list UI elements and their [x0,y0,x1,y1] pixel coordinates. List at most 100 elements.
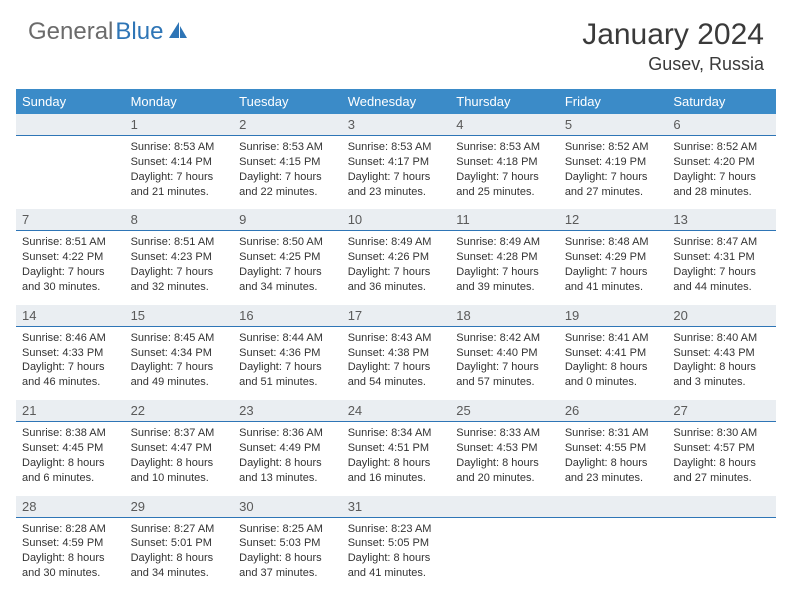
date-cell: 25 [450,400,559,422]
dl2-line: and 22 minutes. [239,185,336,200]
sunrise-line: Sunrise: 8:43 AM [348,331,445,346]
dl2-line: and 39 minutes. [456,280,553,295]
location-label: Gusev, Russia [582,54,764,75]
sunset-line: Sunset: 4:15 PM [239,155,336,170]
dl1-line: Daylight: 7 hours [673,170,770,185]
dl1-line: Daylight: 7 hours [131,170,228,185]
sunset-line: Sunset: 4:18 PM [456,155,553,170]
info-cell: Sunrise: 8:50 AMSunset: 4:25 PMDaylight:… [233,231,342,305]
info-cell: Sunrise: 8:38 AMSunset: 4:45 PMDaylight:… [16,422,125,496]
dl1-line: Daylight: 7 hours [131,360,228,375]
dl2-line: and 30 minutes. [22,566,119,581]
dl2-line: and 34 minutes. [239,280,336,295]
day-header: Saturday [667,89,776,114]
dl1-line: Daylight: 7 hours [348,170,445,185]
dl1-line: Daylight: 8 hours [239,456,336,471]
dl1-line: Daylight: 8 hours [131,551,228,566]
info-cell [559,517,668,591]
sunset-line: Sunset: 4:49 PM [239,441,336,456]
sunset-line: Sunset: 5:05 PM [348,536,445,551]
dl1-line: Daylight: 8 hours [131,456,228,471]
sunrise-line: Sunrise: 8:48 AM [565,235,662,250]
sunrise-line: Sunrise: 8:53 AM [131,140,228,155]
sunrise-line: Sunrise: 8:42 AM [456,331,553,346]
info-cell: Sunrise: 8:36 AMSunset: 4:49 PMDaylight:… [233,422,342,496]
brand-part1: General [28,18,113,46]
date-cell [450,496,559,518]
date-cell: 7 [16,209,125,231]
info-cell: Sunrise: 8:49 AMSunset: 4:26 PMDaylight:… [342,231,451,305]
dl1-line: Daylight: 8 hours [348,551,445,566]
dl2-line: and 36 minutes. [348,280,445,295]
info-cell: Sunrise: 8:25 AMSunset: 5:03 PMDaylight:… [233,517,342,591]
month-title: January 2024 [582,18,764,52]
dl1-line: Daylight: 7 hours [22,265,119,280]
dl1-line: Daylight: 7 hours [239,170,336,185]
date-cell: 8 [125,209,234,231]
dl1-line: Daylight: 7 hours [22,360,119,375]
date-cell: 4 [450,114,559,136]
info-row: Sunrise: 8:28 AMSunset: 4:59 PMDaylight:… [16,517,776,591]
date-cell: 5 [559,114,668,136]
dl2-line: and 32 minutes. [131,280,228,295]
dl1-line: Daylight: 8 hours [565,456,662,471]
sunset-line: Sunset: 4:22 PM [22,250,119,265]
dl1-line: Daylight: 7 hours [456,265,553,280]
calendar-table: SundayMondayTuesdayWednesdayThursdayFrid… [16,89,776,591]
sunrise-line: Sunrise: 8:34 AM [348,426,445,441]
sunset-line: Sunset: 4:57 PM [673,441,770,456]
dl2-line: and 0 minutes. [565,375,662,390]
dl1-line: Daylight: 7 hours [348,265,445,280]
dl2-line: and 49 minutes. [131,375,228,390]
dl1-line: Daylight: 7 hours [348,360,445,375]
info-cell [667,517,776,591]
info-cell: Sunrise: 8:44 AMSunset: 4:36 PMDaylight:… [233,326,342,400]
date-row: 14151617181920 [16,305,776,327]
sunrise-line: Sunrise: 8:41 AM [565,331,662,346]
sunset-line: Sunset: 4:17 PM [348,155,445,170]
sunrise-line: Sunrise: 8:38 AM [22,426,119,441]
date-cell: 27 [667,400,776,422]
date-cell: 22 [125,400,234,422]
info-cell: Sunrise: 8:53 AMSunset: 4:15 PMDaylight:… [233,136,342,210]
date-cell: 20 [667,305,776,327]
sunset-line: Sunset: 4:51 PM [348,441,445,456]
info-cell: Sunrise: 8:30 AMSunset: 4:57 PMDaylight:… [667,422,776,496]
dl2-line: and 27 minutes. [565,185,662,200]
info-cell: Sunrise: 8:51 AMSunset: 4:22 PMDaylight:… [16,231,125,305]
sunrise-line: Sunrise: 8:53 AM [239,140,336,155]
sunrise-line: Sunrise: 8:53 AM [456,140,553,155]
dl1-line: Daylight: 7 hours [456,360,553,375]
info-cell: Sunrise: 8:49 AMSunset: 4:28 PMDaylight:… [450,231,559,305]
dl2-line: and 41 minutes. [348,566,445,581]
sunrise-line: Sunrise: 8:25 AM [239,522,336,537]
info-cell [16,136,125,210]
info-cell: Sunrise: 8:43 AMSunset: 4:38 PMDaylight:… [342,326,451,400]
dl2-line: and 57 minutes. [456,375,553,390]
sunset-line: Sunset: 5:03 PM [239,536,336,551]
sunset-line: Sunset: 4:26 PM [348,250,445,265]
sunrise-line: Sunrise: 8:49 AM [348,235,445,250]
date-cell: 26 [559,400,668,422]
dl2-line: and 16 minutes. [348,471,445,486]
dl2-line: and 46 minutes. [22,375,119,390]
sunrise-line: Sunrise: 8:30 AM [673,426,770,441]
dl2-line: and 13 minutes. [239,471,336,486]
sunrise-line: Sunrise: 8:44 AM [239,331,336,346]
sunset-line: Sunset: 5:01 PM [131,536,228,551]
dl2-line: and 25 minutes. [456,185,553,200]
sunrise-line: Sunrise: 8:33 AM [456,426,553,441]
sunrise-line: Sunrise: 8:37 AM [131,426,228,441]
info-row: Sunrise: 8:38 AMSunset: 4:45 PMDaylight:… [16,422,776,496]
info-cell: Sunrise: 8:28 AMSunset: 4:59 PMDaylight:… [16,517,125,591]
info-cell: Sunrise: 8:52 AMSunset: 4:20 PMDaylight:… [667,136,776,210]
info-cell: Sunrise: 8:51 AMSunset: 4:23 PMDaylight:… [125,231,234,305]
sunrise-line: Sunrise: 8:50 AM [239,235,336,250]
page-header: General Blue January 2024 Gusev, Russia [0,0,792,83]
dl1-line: Daylight: 8 hours [239,551,336,566]
date-cell [559,496,668,518]
sunset-line: Sunset: 4:23 PM [131,250,228,265]
date-cell: 18 [450,305,559,327]
sunrise-line: Sunrise: 8:53 AM [348,140,445,155]
sunset-line: Sunset: 4:55 PM [565,441,662,456]
